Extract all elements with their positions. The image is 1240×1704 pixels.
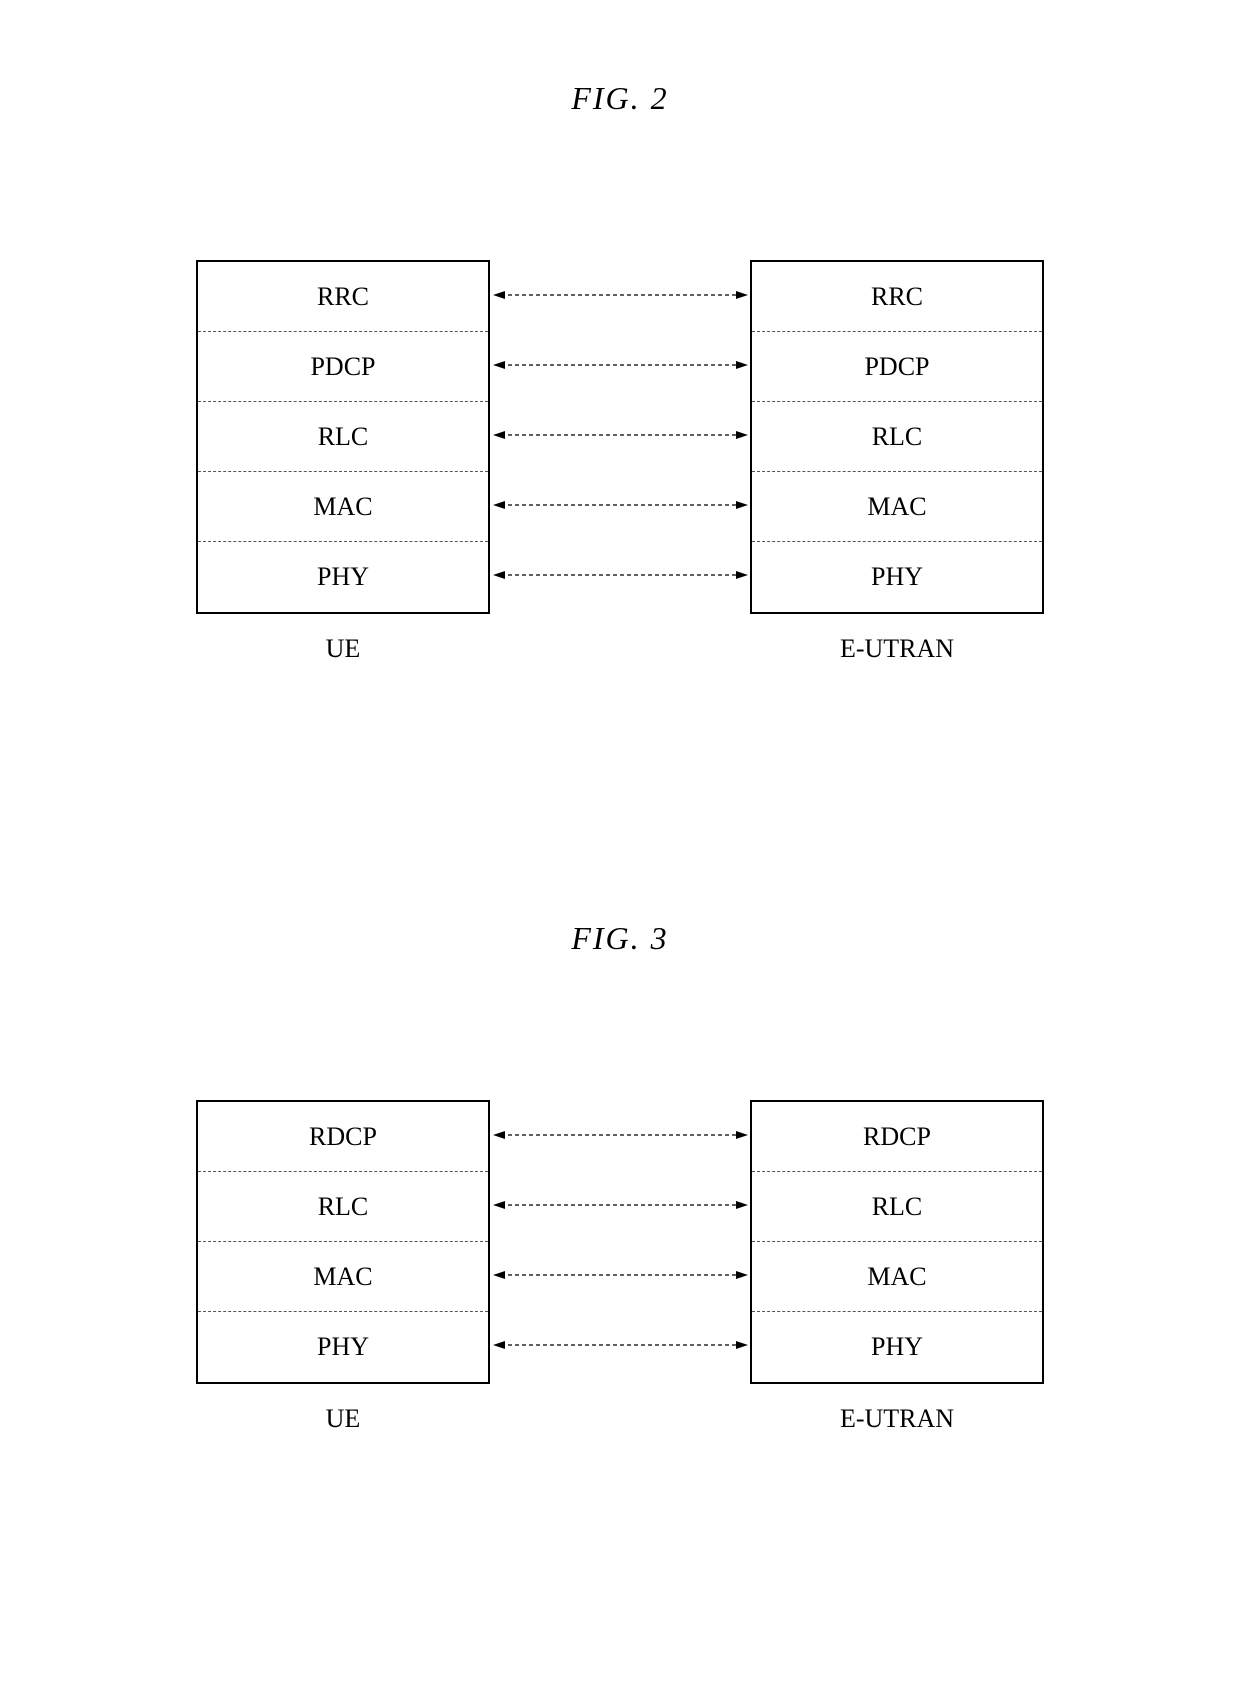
fig3-right-label: E-UTRAN [840, 1404, 954, 1434]
fig3-right-layer-mac: MAC [752, 1242, 1042, 1312]
figure-2: FIG. 2 [0, 80, 1240, 117]
fig2-arrow-row-3 [490, 470, 750, 540]
fig2-right-layer-rrc: RRC [752, 262, 1042, 332]
fig3-left-label: UE [326, 1404, 361, 1434]
figure-2-diagram: RRC PDCP RLC MAC PHY UE [0, 260, 1240, 664]
fig3-arrow-row-2 [490, 1240, 750, 1310]
fig3-arrow-row-3 [490, 1310, 750, 1380]
fig2-left-layer-mac: MAC [198, 472, 488, 542]
fig2-left-layer-pdcp: PDCP [198, 332, 488, 402]
fig3-arrows [490, 1100, 750, 1380]
fig3-right-layer-rlc: RLC [752, 1172, 1042, 1242]
double-arrow-icon [493, 357, 748, 373]
fig3-right-stack: RDCP RLC MAC PHY [750, 1100, 1044, 1384]
fig2-left-layer-phy: PHY [198, 542, 488, 612]
double-arrow-icon [493, 1267, 748, 1283]
fig2-left-label: UE [326, 634, 361, 664]
figure-3: FIG. 3 [0, 920, 1240, 957]
double-arrow-icon [493, 1337, 748, 1353]
figure-2-title: FIG. 2 [0, 80, 1240, 117]
fig2-left-column: RRC PDCP RLC MAC PHY UE [196, 260, 490, 664]
double-arrow-icon [493, 1127, 748, 1143]
double-arrow-icon [493, 1197, 748, 1213]
fig2-arrow-row-0 [490, 260, 750, 330]
fig3-arrow-row-0 [490, 1100, 750, 1170]
fig2-arrow-row-2 [490, 400, 750, 470]
fig3-left-layer-rdcp: RDCP [198, 1102, 488, 1172]
fig2-arrows [490, 260, 750, 610]
fig3-right-layer-rdcp: RDCP [752, 1102, 1042, 1172]
fig2-right-layer-phy: PHY [752, 542, 1042, 612]
fig3-left-layer-mac: MAC [198, 1242, 488, 1312]
fig2-left-layer-rrc: RRC [198, 262, 488, 332]
fig3-right-layer-phy: PHY [752, 1312, 1042, 1382]
fig3-arrow-row-1 [490, 1170, 750, 1240]
fig2-arrow-row-4 [490, 540, 750, 610]
fig2-left-stack: RRC PDCP RLC MAC PHY [196, 260, 490, 614]
fig3-right-column: RDCP RLC MAC PHY E-UTRAN [750, 1100, 1044, 1434]
fig2-left-layer-rlc: RLC [198, 402, 488, 472]
fig2-arrow-row-1 [490, 330, 750, 400]
fig2-right-column: RRC PDCP RLC MAC PHY E-UTRAN [750, 260, 1044, 664]
fig2-right-layer-mac: MAC [752, 472, 1042, 542]
fig3-left-stack: RDCP RLC MAC PHY [196, 1100, 490, 1384]
double-arrow-icon [493, 497, 748, 513]
figure-3-diagram: RDCP RLC MAC PHY UE [0, 1100, 1240, 1434]
fig2-right-layer-rlc: RLC [752, 402, 1042, 472]
double-arrow-icon [493, 427, 748, 443]
double-arrow-icon [493, 287, 748, 303]
fig3-left-layer-phy: PHY [198, 1312, 488, 1382]
fig2-right-stack: RRC PDCP RLC MAC PHY [750, 260, 1044, 614]
fig2-right-label: E-UTRAN [840, 634, 954, 664]
fig3-left-column: RDCP RLC MAC PHY UE [196, 1100, 490, 1434]
fig3-left-layer-rlc: RLC [198, 1172, 488, 1242]
figure-3-title: FIG. 3 [0, 920, 1240, 957]
fig2-right-layer-pdcp: PDCP [752, 332, 1042, 402]
double-arrow-icon [493, 567, 748, 583]
